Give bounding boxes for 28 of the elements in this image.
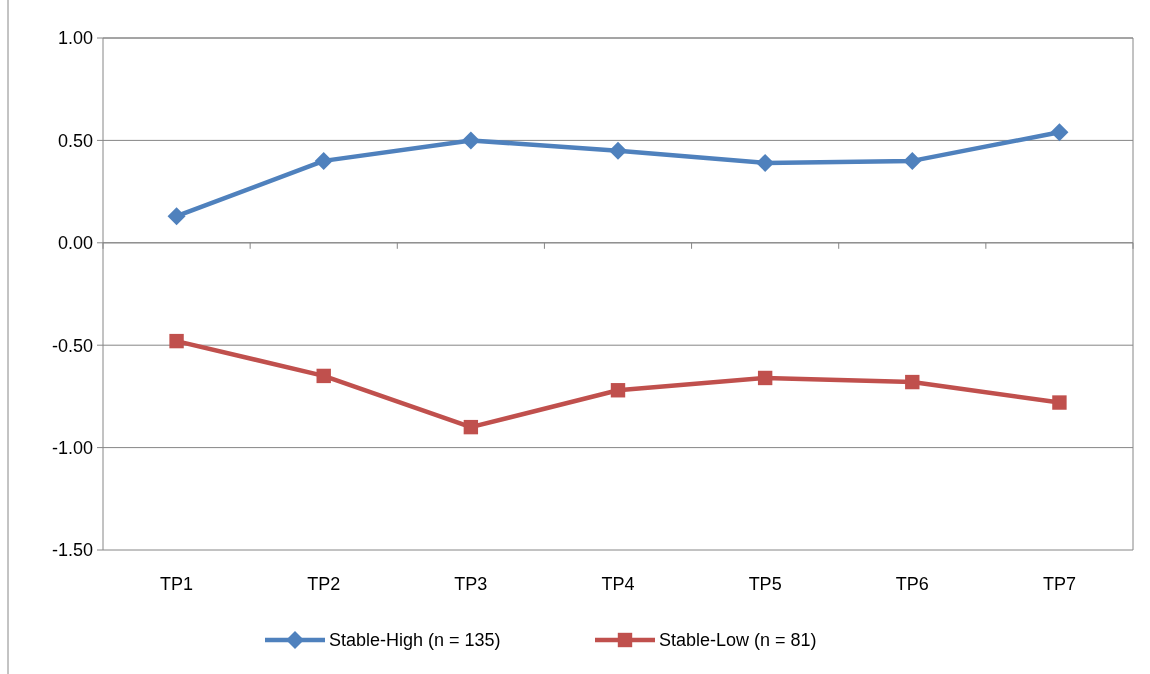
point xyxy=(609,141,627,160)
x-tick-label: TP1 xyxy=(160,574,194,594)
y-tick-label: 1.00 xyxy=(57,28,93,49)
point xyxy=(463,419,479,435)
y-tick-label: -0.50 xyxy=(51,335,93,356)
point xyxy=(167,207,186,226)
point xyxy=(610,383,626,398)
y-tick-label: -1.00 xyxy=(51,437,93,458)
legend-label: Stable-High (n = 135) xyxy=(329,630,501,651)
x-tick-label: TP5 xyxy=(748,574,782,594)
point xyxy=(316,368,331,384)
point xyxy=(461,131,480,150)
point xyxy=(903,151,922,170)
point xyxy=(905,374,920,390)
x-tick-label: TP2 xyxy=(307,574,341,594)
point xyxy=(757,370,773,386)
x-tick-label: TP3 xyxy=(454,574,488,594)
point xyxy=(169,333,184,349)
point xyxy=(1050,123,1069,142)
point xyxy=(314,151,333,170)
y-tick-label: 0.50 xyxy=(57,130,93,151)
x-tick-label: TP4 xyxy=(601,574,635,594)
point xyxy=(1052,395,1067,410)
y-tick-label: -1.50 xyxy=(51,540,93,561)
x-tick-label: TP6 xyxy=(895,574,929,594)
y-tick-label: 0.00 xyxy=(57,233,93,254)
legend-label: Stable-Low (n = 81) xyxy=(659,630,817,651)
x-tick-label: TP7 xyxy=(1042,574,1076,594)
